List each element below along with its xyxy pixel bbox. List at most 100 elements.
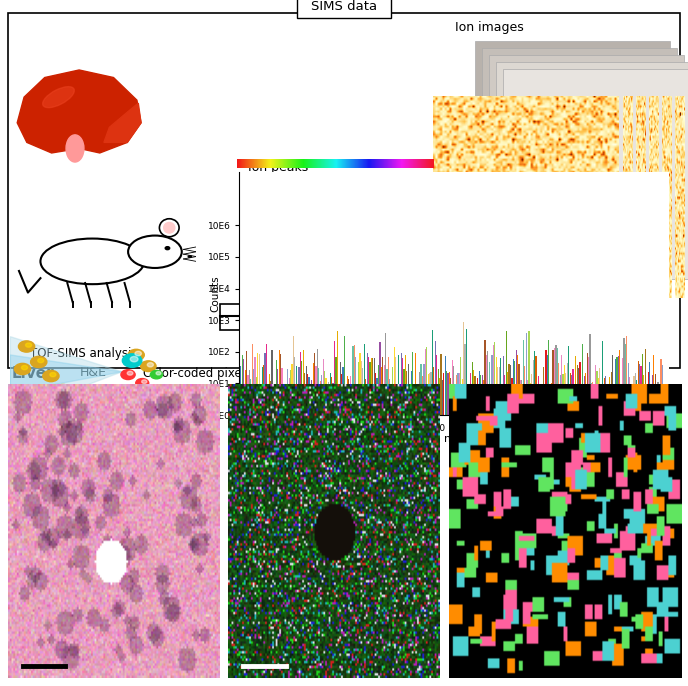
Bar bbox=[395, 357, 396, 686]
Bar bbox=[299, 366, 300, 686]
Bar bbox=[426, 347, 427, 686]
Polygon shape bbox=[41, 414, 203, 435]
Circle shape bbox=[62, 387, 68, 391]
Ellipse shape bbox=[165, 247, 170, 250]
Bar bbox=[398, 355, 399, 686]
Bar bbox=[439, 377, 440, 686]
Circle shape bbox=[152, 390, 157, 393]
Bar bbox=[392, 367, 394, 686]
Bar bbox=[440, 354, 442, 686]
Bar bbox=[464, 344, 466, 686]
Bar bbox=[555, 345, 557, 686]
Bar bbox=[548, 306, 630, 332]
Text: SIMS-Cut: SIMS-Cut bbox=[453, 298, 509, 311]
Bar bbox=[267, 387, 268, 686]
Bar bbox=[585, 373, 586, 686]
Bar bbox=[345, 396, 347, 686]
Bar bbox=[280, 353, 281, 686]
Bar bbox=[332, 383, 334, 686]
Bar bbox=[288, 378, 290, 686]
Bar bbox=[384, 365, 385, 686]
Bar bbox=[347, 377, 348, 686]
Bar bbox=[458, 373, 459, 686]
Bar bbox=[327, 392, 328, 686]
Bar bbox=[619, 350, 621, 686]
Bar bbox=[462, 379, 463, 686]
Bar bbox=[635, 372, 636, 686]
Bar bbox=[577, 365, 578, 686]
Text: SIMS data: SIMS data bbox=[311, 1, 377, 14]
Bar bbox=[241, 355, 243, 686]
Circle shape bbox=[136, 379, 149, 388]
Bar bbox=[496, 62, 688, 272]
Bar bbox=[303, 350, 304, 686]
Bar bbox=[281, 368, 283, 686]
Bar bbox=[463, 322, 464, 686]
Bar bbox=[372, 358, 374, 686]
Bar bbox=[456, 375, 457, 686]
Bar bbox=[283, 391, 284, 686]
Bar bbox=[307, 374, 308, 686]
Bar bbox=[632, 388, 633, 686]
Bar bbox=[376, 379, 378, 686]
Bar bbox=[314, 353, 315, 686]
Bar bbox=[605, 377, 606, 686]
Bar bbox=[286, 397, 287, 686]
Bar bbox=[447, 373, 449, 686]
Ellipse shape bbox=[163, 222, 175, 234]
Bar bbox=[330, 373, 331, 686]
Bar bbox=[517, 355, 518, 686]
Circle shape bbox=[147, 363, 153, 367]
Bar bbox=[476, 396, 477, 686]
Bar bbox=[618, 356, 619, 686]
Bar bbox=[375, 373, 376, 686]
Text: Ion peaks: Ion peaks bbox=[248, 161, 308, 174]
Bar bbox=[308, 377, 310, 686]
Bar bbox=[550, 385, 551, 686]
Bar bbox=[324, 371, 325, 686]
Text: www.Instrumate.com: www.Instrumate.com bbox=[573, 665, 647, 671]
Bar bbox=[413, 389, 415, 686]
Bar bbox=[436, 355, 438, 686]
Bar bbox=[626, 335, 627, 686]
Bar bbox=[243, 359, 244, 686]
Bar bbox=[484, 340, 486, 686]
Bar bbox=[312, 363, 314, 686]
Circle shape bbox=[135, 351, 142, 356]
Bar bbox=[239, 348, 240, 686]
Bar bbox=[622, 358, 623, 686]
Bar bbox=[548, 340, 550, 686]
Bar bbox=[660, 359, 662, 686]
Bar bbox=[587, 353, 588, 686]
Bar bbox=[358, 362, 359, 686]
Bar bbox=[552, 350, 554, 686]
Bar bbox=[452, 359, 453, 686]
Circle shape bbox=[25, 343, 32, 347]
Bar bbox=[311, 379, 312, 686]
Bar bbox=[446, 371, 447, 686]
Circle shape bbox=[38, 359, 44, 363]
Bar bbox=[350, 377, 351, 686]
Bar bbox=[551, 383, 552, 686]
Bar bbox=[629, 377, 630, 686]
Bar bbox=[647, 372, 649, 686]
Text: Color-coded pixel visualization: Color-coded pixel visualization bbox=[143, 366, 323, 379]
Text: TOF-SIMS analysis: TOF-SIMS analysis bbox=[30, 348, 138, 361]
Bar bbox=[253, 368, 254, 686]
Circle shape bbox=[156, 372, 161, 375]
Bar bbox=[348, 379, 350, 686]
Bar bbox=[515, 350, 517, 686]
Bar bbox=[475, 41, 670, 251]
Bar bbox=[323, 359, 324, 686]
Bar bbox=[561, 355, 562, 686]
Bar bbox=[8, 13, 680, 368]
Bar bbox=[356, 389, 358, 686]
Bar bbox=[491, 355, 493, 686]
Bar bbox=[440, 292, 522, 316]
Bar bbox=[279, 350, 280, 686]
Bar bbox=[459, 373, 460, 686]
Bar bbox=[558, 364, 559, 686]
Bar bbox=[506, 331, 507, 686]
Bar bbox=[250, 379, 251, 686]
Bar bbox=[603, 379, 605, 686]
